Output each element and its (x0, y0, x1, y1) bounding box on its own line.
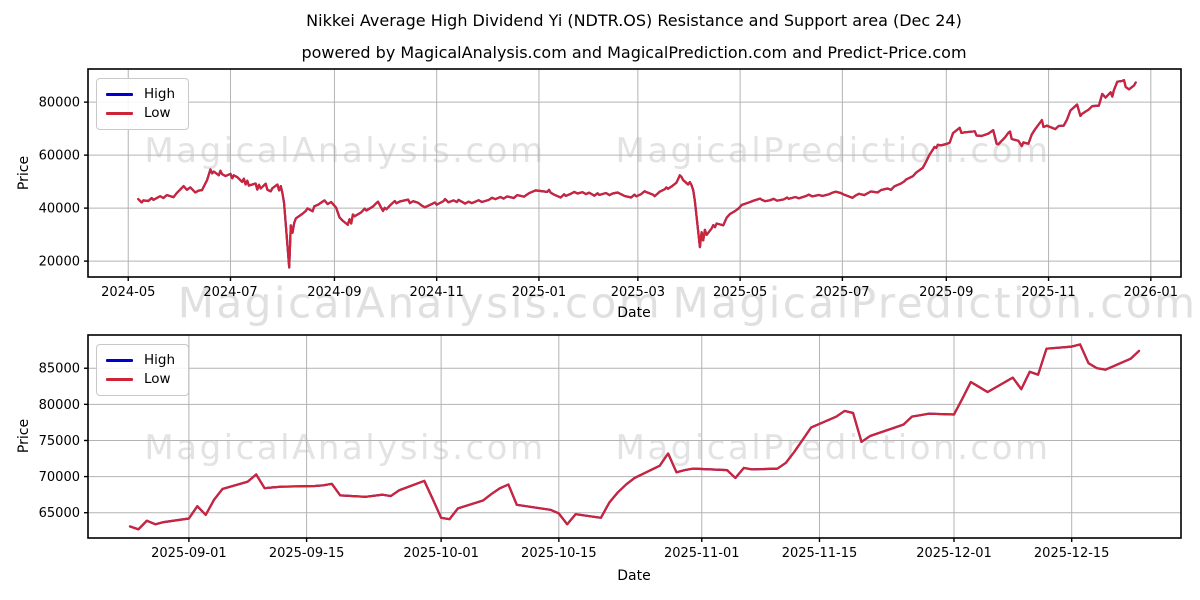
watermark-analysis-top: MagicalAnalysis.com (144, 131, 546, 171)
x-tick-label: 2025-09 (919, 285, 973, 300)
y-tick-label: 70000 (39, 470, 80, 485)
y-tick-label: 40000 (39, 202, 80, 217)
y-tick-label: 20000 (39, 255, 80, 270)
legend-row-high: High (106, 351, 175, 370)
axes-frame (87, 68, 1182, 278)
x-tick-label: 2024-07 (203, 285, 257, 300)
x-tick-label: 2025-03 (611, 285, 665, 300)
y-tick-label: 80000 (39, 96, 80, 111)
x-tick-label: 2025-07 (815, 285, 869, 300)
x-tick-label: 2025-12-01 (916, 546, 992, 561)
y-tick-label: 85000 (39, 362, 80, 377)
legend-row-low: Low (106, 370, 175, 389)
y-tick-label: 75000 (39, 434, 80, 449)
x-tick-label: 2025-10-15 (521, 546, 597, 561)
y-axis-label-bottom: Price (16, 418, 32, 454)
top-chart: 20000 40000 60000 80000 2024-05 2024-07 2024-0… (39, 68, 1182, 300)
x-tick-label: 2025-05 (713, 285, 767, 300)
low-series-line (137, 79, 1137, 269)
bottom-chart: 65000 70000 75000 80000 85000 2025-09-01 2025-… (39, 334, 1182, 561)
x-tick-label: 2024-05 (101, 285, 155, 300)
axes-frame (87, 334, 1182, 539)
legend-low-label: Low (144, 104, 171, 121)
legend-bottom: High Low (96, 344, 190, 396)
legend-low-label: Low (144, 370, 171, 387)
x-tick-label: 2025-11-01 (664, 546, 740, 561)
watermark-analysis-bottom: MagicalAnalysis.com (144, 428, 546, 468)
legend-high-label: High (144, 351, 176, 368)
y-tick-label: 80000 (39, 398, 80, 413)
high-line-swatch (106, 359, 133, 362)
x-tick-label: 2025-09-15 (269, 546, 345, 561)
x-axis-label-bottom: Date (617, 568, 651, 584)
watermark-prediction-top: MagicalPrediction.com (615, 131, 1051, 171)
watermark-prediction-middle: MagicalPrediction.com (672, 278, 1198, 328)
x-tick-label: 2025-11 (1021, 285, 1075, 300)
x-tick-label: 2024-09 (307, 285, 361, 300)
y-axis-label-top: Price (16, 155, 32, 191)
x-tick-label: 2026-01 (1124, 285, 1178, 300)
x-tick-label: 2024-11 (410, 285, 464, 300)
low-line-swatch (106, 112, 133, 115)
legend-row-high: High (106, 85, 175, 104)
low-line-swatch (106, 378, 133, 381)
y-tick-label: 65000 (39, 506, 80, 521)
x-tick-label: 2025-11-15 (782, 546, 858, 561)
high-line-swatch (106, 93, 133, 96)
low-series-line (128, 343, 1141, 531)
x-axis-label-top: Date (617, 305, 651, 321)
x-tick-label: 2025-12-15 (1034, 546, 1110, 561)
x-tick-label: 2025-10-01 (403, 546, 479, 561)
x-tick-label: 2025-09-01 (151, 546, 227, 561)
chart-title: Nikkei Average High Dividend Yi (NDTR.OS… (306, 11, 962, 30)
watermark-analysis-middle: MagicalAnalysis.com (177, 278, 663, 328)
watermark-prediction-bottom: MagicalPrediction.com (615, 428, 1051, 468)
chart-subtitle: powered by MagicalAnalysis.com and Magic… (301, 43, 967, 62)
legend-high-label: High (144, 85, 176, 102)
high-series-line (128, 343, 1141, 531)
x-tick-label: 2025-01 (512, 285, 566, 300)
legend-row-low: Low (106, 104, 175, 123)
legend-top: High Low (96, 78, 190, 130)
y-tick-label: 60000 (39, 149, 80, 164)
